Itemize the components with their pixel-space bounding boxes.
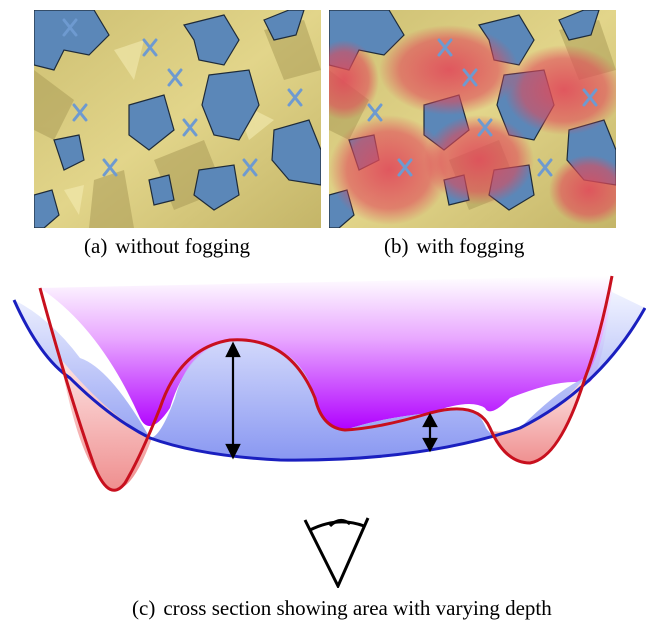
- caption-b-label: (b): [384, 234, 409, 258]
- fog-region: [40, 276, 612, 430]
- caption-b: (b) with fogging: [384, 234, 524, 259]
- water-region: [14, 292, 645, 461]
- caption-a-text: without fogging: [115, 234, 251, 258]
- bowl-curve: [12, 299, 646, 462]
- caption-a: (a) without fogging: [84, 234, 250, 259]
- viewer-eye: [303, 517, 370, 590]
- caption-c: (c) cross section showing area with varyi…: [132, 596, 552, 621]
- caption-b-text: with fogging: [416, 234, 525, 258]
- caption-c-text: cross section showing area with varying …: [163, 596, 552, 620]
- right-pit: [490, 378, 585, 464]
- terrain-image-without-fogging: [34, 10, 321, 228]
- surface-curve: [38, 275, 614, 492]
- caption-c-label: (c): [132, 596, 156, 620]
- caption-a-label: (a): [84, 234, 108, 258]
- cross-section-diagram: [0, 268, 646, 593]
- terrain-image-with-fogging: [329, 10, 616, 228]
